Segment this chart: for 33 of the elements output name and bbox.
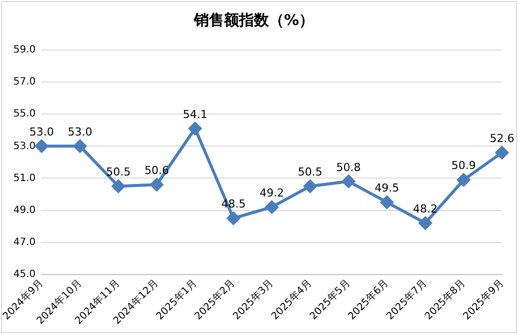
data-label: 50.9 [451,159,476,172]
point [342,174,356,188]
data-label: 48.2 [413,202,438,216]
y-tick-label: 49.0 [13,204,36,216]
point [226,212,240,225]
point [380,196,394,209]
y-tick-label: 51.0 [13,172,36,184]
data-label: 52.6 [490,132,514,145]
point [304,180,317,193]
y-tick-label: 45.0 [13,268,36,280]
y-tick-label: 47.0 [13,236,36,248]
point [112,180,125,193]
data-label: 49.5 [374,182,400,195]
point [150,178,164,192]
data-label: 50.8 [336,160,361,174]
y-tick-label: 53.0 [13,140,36,152]
data-label: 50.5 [298,166,322,179]
point [496,146,508,160]
point [188,122,202,136]
data-label: 53.0 [29,126,54,139]
data-label: 49.2 [260,186,284,200]
data-label: 54.1 [182,108,208,121]
y-tick-label: 55.0 [13,108,36,120]
data-label: 50.5 [106,166,131,179]
point [74,140,86,153]
point [35,140,48,153]
data-label: 53.0 [68,126,92,139]
chart-title: 销售额指数（%） [192,10,314,29]
point [457,173,470,186]
y-tick-label: 59.0 [13,44,36,56]
y-tick-label: 57.0 [13,76,36,88]
point [265,200,278,214]
point [418,216,432,230]
